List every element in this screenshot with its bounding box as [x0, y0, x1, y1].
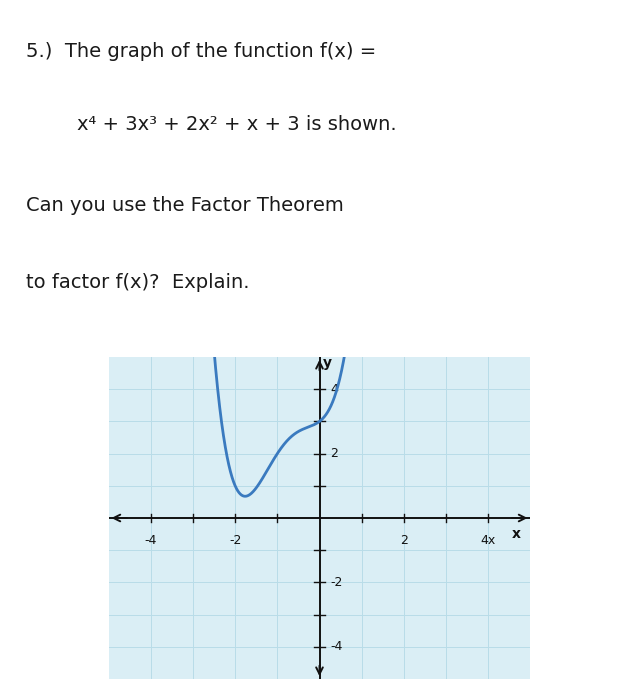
Text: -4: -4	[330, 640, 343, 653]
Text: -2: -2	[330, 576, 343, 589]
Text: to factor f(x)?  Explain.: to factor f(x)? Explain.	[26, 273, 249, 292]
Text: -2: -2	[229, 534, 242, 547]
Text: 4: 4	[330, 383, 338, 395]
Text: 4x: 4x	[481, 534, 496, 547]
Text: 2: 2	[400, 534, 408, 547]
Text: Can you use the Factor Theorem: Can you use the Factor Theorem	[26, 196, 343, 215]
Text: y: y	[323, 356, 332, 370]
Text: x: x	[511, 527, 520, 541]
Text: x⁴ + 3x³ + 2x² + x + 3 is shown.: x⁴ + 3x³ + 2x² + x + 3 is shown.	[77, 116, 396, 134]
Text: 5.)  The graph of the function f(x) =: 5.) The graph of the function f(x) =	[26, 42, 376, 61]
Text: 2: 2	[330, 447, 338, 460]
Text: -4: -4	[144, 534, 157, 547]
